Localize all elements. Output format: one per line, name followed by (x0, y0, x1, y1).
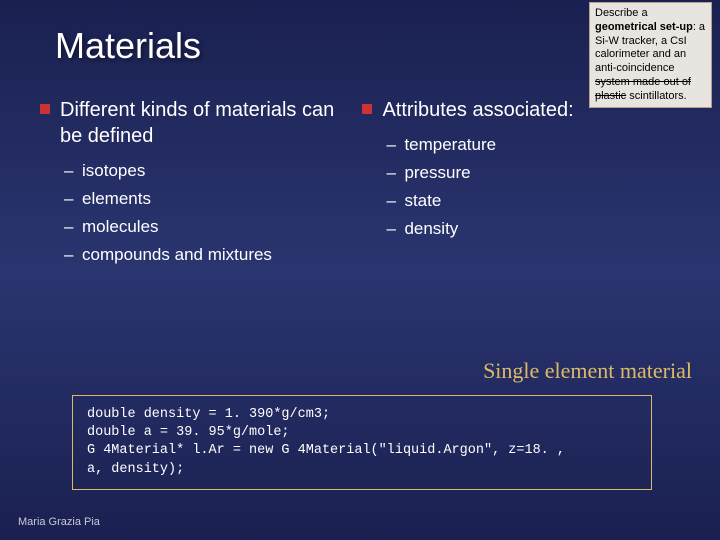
left-list: isotopes elements molecules compounds an… (40, 157, 342, 269)
code-block: double density = 1. 390*g/cm3; double a … (72, 395, 652, 490)
callout-prefix: Describe a (595, 7, 648, 19)
left-column: Different kinds of materials can be defi… (40, 97, 342, 269)
right-list: temperature pressure state density (362, 131, 680, 243)
list-item: temperature (404, 131, 680, 159)
footer-author: Maria Grazia Pia (18, 516, 100, 528)
callout-bold: geometrical set-up (595, 21, 693, 33)
section-label: Single element material (483, 358, 692, 384)
list-item: compounds and mixtures (82, 241, 342, 269)
list-item: state (404, 187, 680, 215)
code-line: a, density); (87, 461, 637, 479)
code-line: double a = 39. 95*g/mole; (87, 424, 637, 442)
code-line: G 4Material* l.Ar = new G 4Material("liq… (87, 442, 637, 460)
callout-box: Describe a geometrical set-up: a Si-W tr… (589, 2, 712, 108)
list-item: pressure (404, 159, 680, 187)
code-line: double density = 1. 390*g/cm3; (87, 406, 637, 424)
list-item: density (404, 215, 680, 243)
left-heading: Different kinds of materials can be defi… (40, 97, 342, 149)
callout-suffix: scintillators. (626, 90, 687, 102)
list-item: isotopes (82, 157, 342, 185)
right-column: Attributes associated: temperature press… (362, 97, 680, 269)
list-item: elements (82, 185, 342, 213)
list-item: molecules (82, 213, 342, 241)
